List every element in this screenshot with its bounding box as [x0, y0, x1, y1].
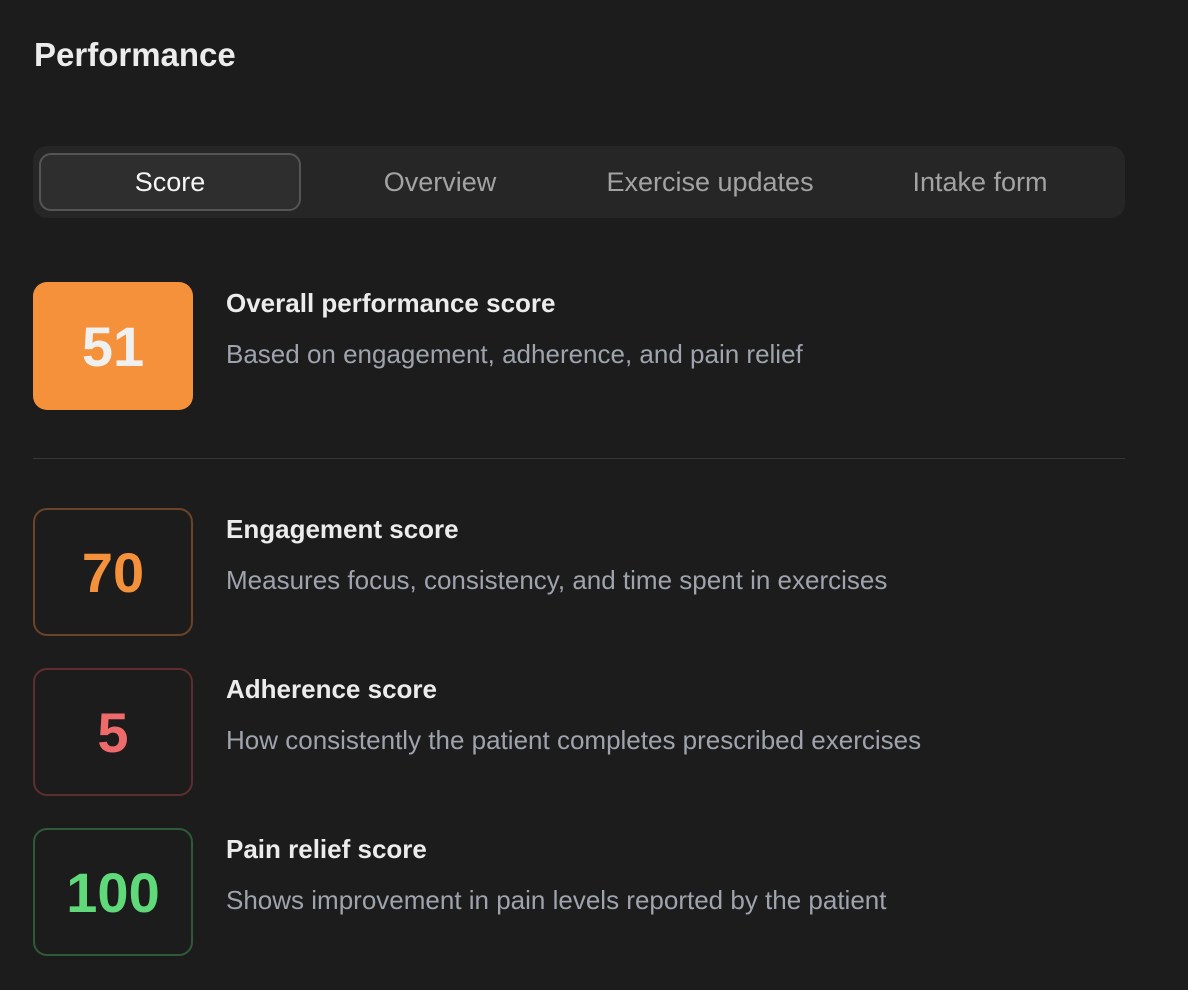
- page-title: Performance: [34, 36, 236, 73]
- adherence-score-badge: 5: [33, 668, 193, 796]
- tab-overview[interactable]: Overview: [383, 166, 497, 197]
- pain-relief-score-row: 100 Pain relief score Shows improvement …: [33, 828, 886, 956]
- tab-score[interactable]: Score: [39, 153, 302, 211]
- pain-relief-score-title: Pain relief score: [226, 834, 427, 864]
- adherence-score-row: 5 Adherence score How consistently the p…: [33, 668, 921, 796]
- tab-bar: Score Overview Exercise updates Intake f…: [33, 146, 1125, 218]
- adherence-score-description: How consistently the patient completes p…: [226, 725, 922, 755]
- pain-relief-score-description: Shows improvement in pain levels reporte…: [226, 885, 887, 915]
- overall-score-row: 51 Overall performance score Based on en…: [33, 282, 803, 410]
- pain-relief-score-badge: 100: [33, 828, 193, 956]
- divider: [33, 458, 1125, 459]
- overall-score-title: Overall performance score: [226, 288, 556, 318]
- engagement-score-badge: 70: [33, 508, 193, 636]
- engagement-score-title: Engagement score: [226, 514, 459, 544]
- adherence-score-title: Adherence score: [226, 674, 437, 704]
- engagement-score-description: Measures focus, consistency, and time sp…: [226, 565, 888, 595]
- overall-score-description: Based on engagement, adherence, and pain…: [226, 339, 803, 369]
- tab-intake-form[interactable]: Intake form: [912, 166, 1048, 197]
- engagement-score-row: 70 Engagement score Measures focus, cons…: [33, 508, 887, 636]
- tab-exercise-updates[interactable]: Exercise updates: [606, 166, 814, 197]
- overall-score-badge: 51: [33, 282, 193, 410]
